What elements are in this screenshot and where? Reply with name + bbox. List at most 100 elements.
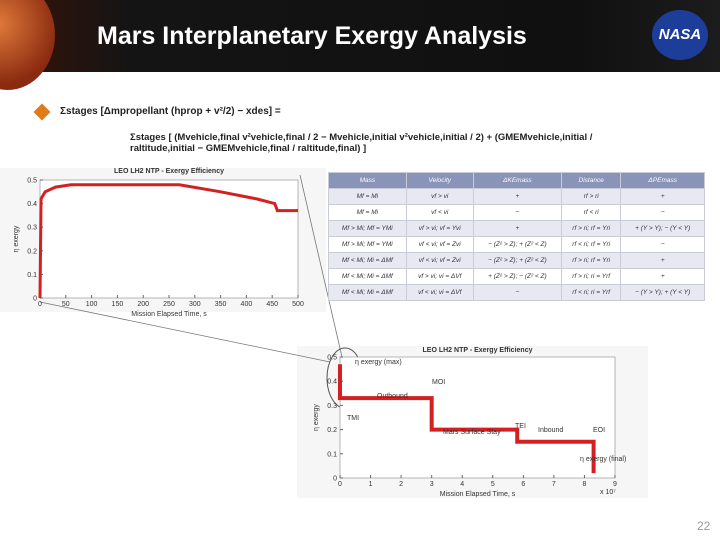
- x-axis-label: Mission Elapsed Time, s: [131, 311, 207, 318]
- efficiency-line: [338, 364, 596, 474]
- x-tick-label: 2: [399, 481, 403, 488]
- header-band: Mars Interplanetary Exergy Analysis NASA: [0, 0, 720, 90]
- x-tick-label: 50: [62, 301, 70, 308]
- annotation: η exergy (final): [580, 456, 626, 463]
- y-axis-label: η exergy: [13, 225, 20, 252]
- annotation: Mars Surface Stay: [443, 429, 501, 436]
- y-axis-label: η exergy: [313, 404, 320, 431]
- y-tick-label: 0.1: [27, 272, 37, 279]
- table-cell: Mf < Mi; Mi = ΔMf: [328, 284, 407, 301]
- x-tick-label: 400: [241, 301, 253, 308]
- table-cell: rf > ri: [560, 188, 622, 205]
- table-row: Mf = Mi vf > vi + rf > ri +: [328, 188, 705, 205]
- x-tick-label: 200: [137, 301, 149, 308]
- column-header: Mass: [328, 172, 407, 189]
- table-row: Mf > Mi; Mf = YMi vf > vi; vf = Yvi + rf > …: [328, 220, 705, 237]
- x-tick-label: 5: [491, 481, 495, 488]
- table-cell: −: [620, 204, 705, 221]
- annotation: η exergy (max): [355, 359, 402, 366]
- table: Mass Velocity ΔKEmass Distance ΔPEmass Mf = M…: [328, 172, 705, 301]
- chart-title: LEO LH2 NTP - Exergy Efficiency: [423, 347, 533, 354]
- table-cell: −: [620, 236, 705, 253]
- x-tick-label: 4: [460, 481, 464, 488]
- x-tick-label: 150: [112, 301, 124, 308]
- table-cell: rf < ri; rf = Yri: [560, 236, 622, 253]
- table-row: Mf < Mi; Mi = ΔMf vf < vi; vf = Zvi − (Z² …: [328, 252, 705, 269]
- column-header: ΔKEmass: [472, 172, 562, 189]
- annotation: TEI: [515, 423, 526, 430]
- header-row: Mass Velocity ΔKEmass Distance ΔPEmass: [328, 172, 705, 189]
- table-cell: vf > vi: [405, 188, 474, 205]
- y-tick-label: 0: [333, 476, 337, 483]
- chart-title: LEO LH2 NTP - Exergy Efficiency: [114, 168, 224, 175]
- table-cell: − (Z² > Z); + (Z² < Z): [472, 252, 562, 269]
- table-cell: Mf < Mi; Mi = ΔMf: [328, 268, 407, 285]
- table-cell: vf > vi; vf = Yvi: [405, 220, 474, 237]
- y-tick-label: 0.5: [327, 355, 337, 362]
- table-cell: rf < ri; ri = Yrf: [560, 284, 622, 301]
- annotation: Outbound: [377, 393, 408, 400]
- table-row: Mf < Mi; Mi = ΔMf vf < vi; vi = ΔVf − rf < …: [328, 284, 705, 301]
- table-cell: +: [620, 252, 705, 269]
- table-row: Mf < Mi; Mi = ΔMf vf > vi; vi = ΔVf + (Z² …: [328, 268, 705, 285]
- x-tick-label: 350: [215, 301, 227, 308]
- page-number: 22: [697, 519, 711, 533]
- table-cell: Mf < Mi; Mi = ΔMf: [328, 252, 407, 269]
- annotation: TMI: [347, 415, 359, 422]
- table-cell: vf < vi; vf = Zvi: [405, 252, 474, 269]
- x-tick-label: 450: [266, 301, 278, 308]
- y-tick-label: 0.2: [327, 427, 337, 434]
- x-tick-label: 0: [338, 481, 342, 488]
- table-cell: − (Y > Y); + (Y < Y): [620, 284, 705, 301]
- table-cell: vf < vi: [405, 204, 474, 221]
- x-tick-label: 8: [582, 481, 586, 488]
- x-tick-label: 0: [38, 301, 42, 308]
- formula-rhs: Σstages [ (Mvehicle,final v²vehicle,fina…: [130, 132, 593, 154]
- slide-title: Mars Interplanetary Exergy Analysis: [97, 22, 527, 50]
- table-row: Mf > Mi; Mf = YMi vf < vi; vf = Zvi − (Z² …: [328, 236, 705, 253]
- table-cell: Mf = Mi: [328, 204, 407, 221]
- x-tick-label: 300: [189, 301, 201, 308]
- table-cell: +: [620, 188, 705, 205]
- table-cell: rf < ri: [560, 204, 622, 221]
- x-tick-label: 7: [552, 481, 556, 488]
- table-cell: rf > ri; rf = Yri: [560, 220, 622, 237]
- y-tick-label: 0.4: [327, 379, 337, 386]
- y-tick-label: 0.3: [327, 403, 337, 410]
- annotation: x 10⁷: [600, 489, 616, 496]
- table-cell: Mf = Mi: [328, 188, 407, 205]
- formula-lhs: Σstages [Δmpropellant (hprop + v²/2) − x…: [60, 106, 281, 117]
- table-cell: + (Z² > Z); − (Z² < Z): [472, 268, 562, 285]
- table-cell: +: [472, 220, 562, 237]
- x-tick-label: 250: [163, 301, 175, 308]
- table-cell: rf > ri; ri = Yrf: [560, 268, 622, 285]
- column-header: ΔPEmass: [620, 172, 705, 189]
- table-cell: −: [472, 284, 562, 301]
- plot-area: [39, 179, 299, 299]
- table-cell: vf > vi; vi = ΔVf: [405, 268, 474, 285]
- y-tick-label: 0.3: [27, 225, 37, 232]
- connector: [299, 174, 346, 371]
- column-header: Velocity: [405, 172, 474, 189]
- table-cell: + (Y > Y); − (Y < Y): [620, 220, 705, 237]
- table-cell: − (Z² > Z); + (Z² < Z): [472, 236, 562, 253]
- y-tick-label: 0.5: [27, 178, 37, 185]
- y-tick-label: 0.4: [27, 201, 37, 208]
- column-header: Distance: [560, 172, 622, 189]
- x-axis-label: Mission Elapsed Time, s: [440, 491, 516, 498]
- annotation: Inbound: [538, 427, 563, 434]
- plot-area: [339, 356, 616, 479]
- connector: [39, 301, 331, 363]
- table-cell: +: [620, 268, 705, 285]
- x-tick-label: 6: [521, 481, 525, 488]
- annotation: MOI: [432, 379, 445, 386]
- y-tick-label: 0.1: [327, 451, 337, 458]
- x-tick-label: 100: [86, 301, 98, 308]
- table-cell: Mf > Mi; Mf = YMi: [328, 236, 407, 253]
- nasa-logo: NASA: [652, 10, 708, 60]
- table-cell: −: [472, 204, 562, 221]
- x-tick-label: 9: [613, 481, 617, 488]
- x-tick-label: 1: [369, 481, 373, 488]
- table-cell: vf < vi; vi = ΔVf: [405, 284, 474, 301]
